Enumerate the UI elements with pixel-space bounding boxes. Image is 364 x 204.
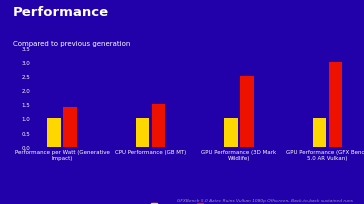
Text: GFXBench 5.0 Aztec Ruins Vulkan 1080p Offscreen, Back-to-back sustained runs: GFXBench 5.0 Aztec Ruins Vulkan 1080p Of… [177,198,353,202]
Legend: G3x Gen 1, G3x Gen 2: G3x Gen 1, G3x Gen 2 [148,201,241,204]
Text: Compared to previous generation: Compared to previous generation [13,41,130,47]
Bar [224,119,238,147]
Text: Performance: Performance [13,6,109,19]
Bar [313,119,326,147]
Bar [47,119,61,147]
Bar [136,119,149,147]
Bar [152,105,165,147]
Bar [329,63,342,147]
Bar [63,108,77,147]
Bar [240,77,254,147]
